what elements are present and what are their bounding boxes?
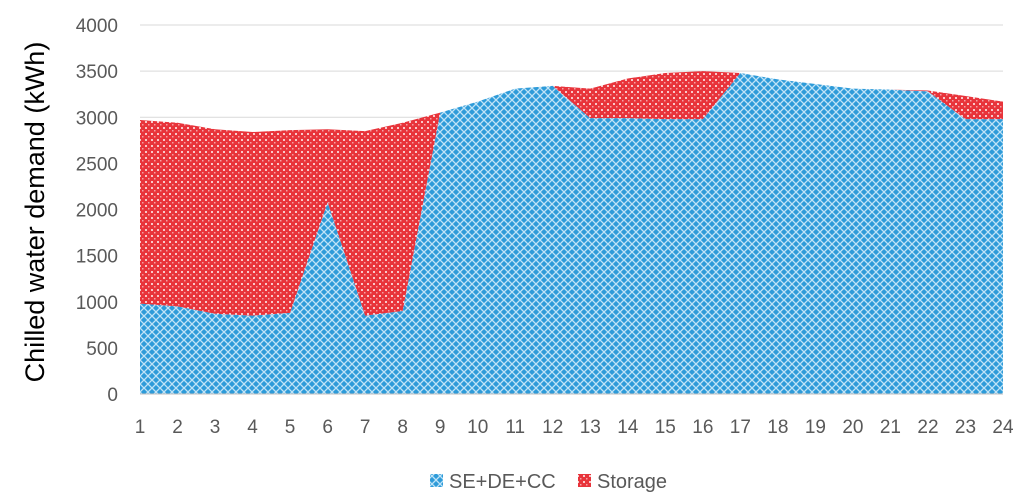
x-tick-label: 15: [655, 417, 676, 438]
x-tick-label: 5: [285, 417, 296, 438]
x-tick-label: 4: [247, 417, 258, 438]
y-tick-label: 3500: [76, 62, 118, 83]
x-tick-label: 1: [135, 417, 146, 438]
x-tick-label: 20: [842, 417, 863, 438]
legend: SE+DE+CC Storage: [430, 471, 667, 493]
x-tick-label: 21: [880, 417, 901, 438]
x-tick-label: 23: [955, 417, 976, 438]
x-tick-label: 11: [505, 417, 525, 438]
x-tick-label: 17: [730, 417, 751, 438]
y-tick-label: 4000: [76, 16, 118, 37]
x-tick-label: 2: [172, 417, 183, 438]
x-tick-label: 24: [992, 417, 1014, 438]
x-tick-label: 16: [692, 417, 713, 438]
y-tick-label: 1000: [76, 293, 118, 314]
legend-label-2: Storage: [597, 471, 667, 493]
area-series-2: [140, 71, 1003, 316]
y-tick-labels: 0 500 1000 1500 2000 2500 3000 3500 4000: [76, 16, 118, 406]
x-tick-label: 9: [435, 417, 446, 438]
y-tick-label: 0: [107, 385, 118, 406]
chart-areas: [140, 71, 1003, 394]
x-tick-label: 12: [542, 417, 563, 438]
legend-swatch-2: [578, 474, 591, 487]
x-tick-label: 14: [617, 417, 639, 438]
x-tick-labels: 1 2 3 4 5 6 7 8 9 10 11 12 13 14 15 16 17 18 19 20 21 22 23 24: [135, 417, 1014, 438]
y-tick-label: 1500: [76, 247, 118, 268]
x-tick-label: 22: [917, 417, 938, 438]
legend-label-1: SE+DE+CC: [449, 471, 556, 493]
y-tick-label: 2000: [76, 201, 118, 222]
x-tick-label: 8: [397, 417, 408, 438]
x-tick-label: 18: [767, 417, 788, 438]
y-tick-label: 3000: [76, 108, 118, 129]
x-tick-label: 10: [467, 417, 488, 438]
y-tick-label: 500: [86, 339, 118, 360]
x-tick-label: 19: [805, 417, 826, 438]
x-tick-label: 3: [210, 417, 221, 438]
y-tick-label: 2500: [76, 154, 118, 175]
area-series-1: [140, 72, 1003, 394]
x-tick-label: 6: [322, 417, 333, 438]
legend-swatch-1: [430, 474, 443, 487]
y-axis-label: Chilled water demand (kWh): [20, 42, 50, 383]
x-tick-label: 13: [580, 417, 601, 438]
x-tick-label: 7: [360, 417, 371, 438]
